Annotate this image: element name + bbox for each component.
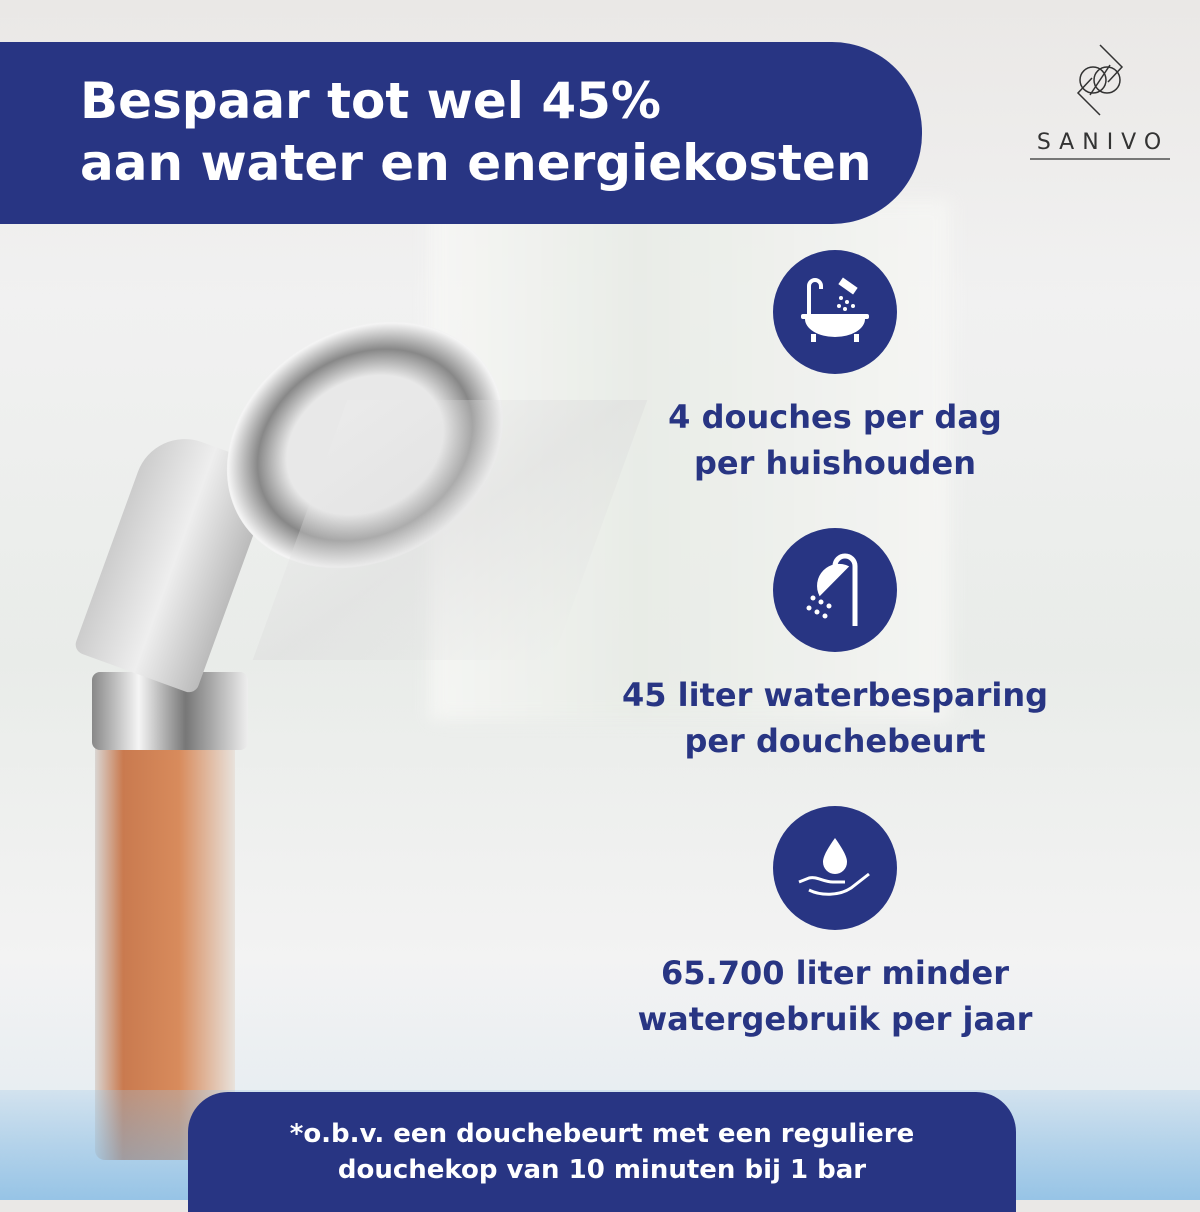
feature-3-line1: 65.700 liter minder: [661, 954, 1009, 992]
headline: Bespaar tot wel 45% aan water en energiek…: [80, 70, 872, 194]
feature-2-line2: per douchebeurt: [684, 722, 986, 760]
headline-line2: aan water en energiekosten: [80, 134, 872, 192]
feature-yearly-usage: 65.700 liter minder watergebruik per jaar: [590, 806, 1080, 1042]
bathtub-shower-icon: [773, 250, 897, 374]
feature-3-line2: watergebruik per jaar: [637, 1000, 1033, 1038]
logo-mark-icon: [1076, 44, 1124, 116]
feature-2-line1: 45 liter waterbesparing: [621, 676, 1049, 714]
footnote-banner: *o.b.v. een douchebeurt met een regulier…: [188, 1092, 1016, 1212]
feature-1-line1: 4 douches per dag: [668, 398, 1002, 436]
feature-1-line2: per huishouden: [693, 444, 977, 482]
water-drop-hand-icon: [773, 806, 897, 930]
shower-head-icon: [773, 528, 897, 652]
footnote-line1: *o.b.v. een douchebeurt met een regulier…: [289, 1119, 915, 1149]
feature-water-saving: 45 liter waterbesparing per douchebeurt: [590, 528, 1080, 764]
headline-banner: Bespaar tot wel 45% aan water en energiek…: [0, 42, 922, 224]
footnote-line2: douchekop van 10 minuten bij 1 bar: [337, 1155, 867, 1185]
sanivo-logo: SANIVO: [1030, 40, 1170, 160]
headline-line1: Bespaar tot wel 45%: [80, 72, 662, 130]
logo-name: SANIVO: [1030, 130, 1170, 160]
feature-showers-per-day: 4 douches per dag per huishouden: [590, 250, 1080, 486]
